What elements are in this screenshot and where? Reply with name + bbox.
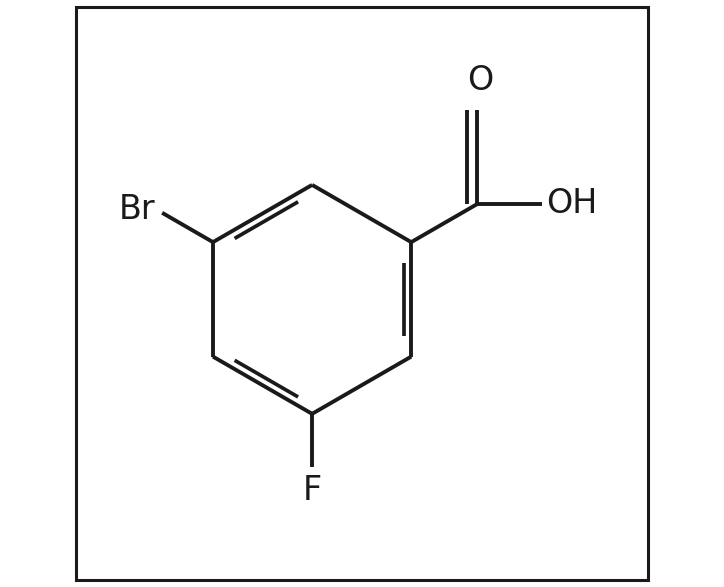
Text: F: F bbox=[303, 474, 321, 507]
Text: OH: OH bbox=[547, 187, 598, 221]
Text: Br: Br bbox=[119, 193, 155, 227]
Text: O: O bbox=[467, 64, 493, 97]
